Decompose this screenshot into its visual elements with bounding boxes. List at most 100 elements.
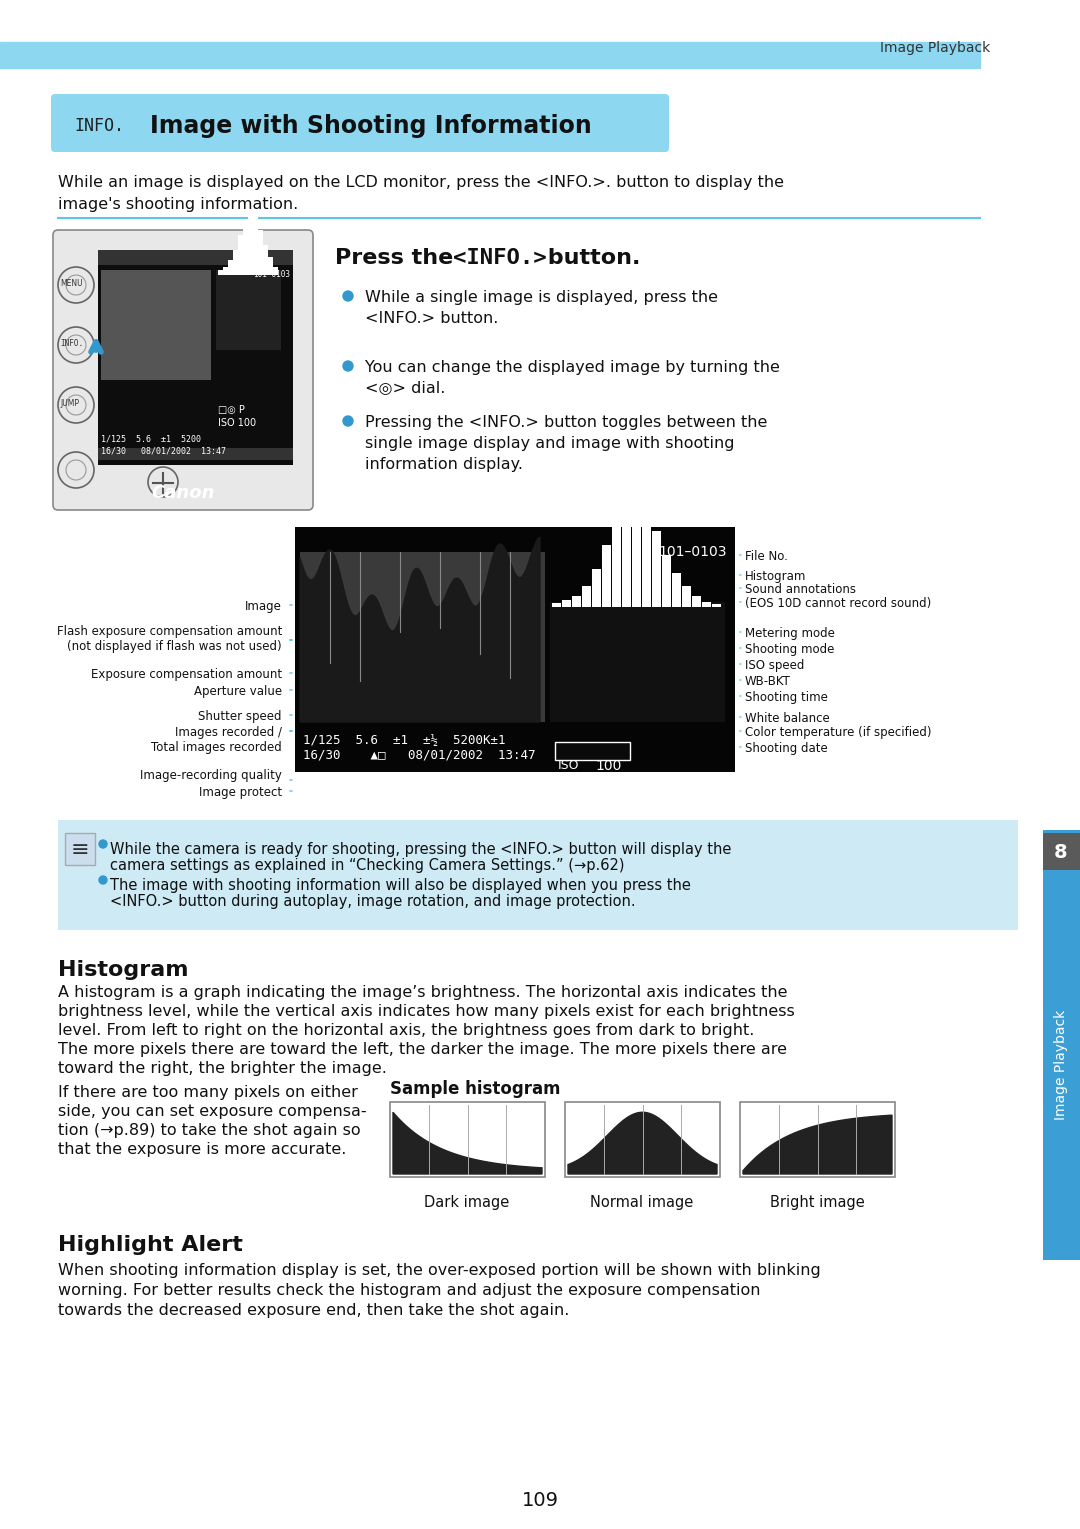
Text: The image with shooting information will also be displayed when you press the: The image with shooting information will… xyxy=(110,878,691,893)
Text: tion (→p.89) to take the shot again so: tion (→p.89) to take the shot again so xyxy=(58,1122,361,1138)
Text: Histogram: Histogram xyxy=(745,570,807,583)
Text: JUMP: JUMP xyxy=(60,399,79,408)
Bar xyxy=(642,508,651,607)
Text: While the camera is ready for shooting, pressing the <INFO.> button will display: While the camera is ready for shooting, … xyxy=(110,842,731,856)
Text: 109: 109 xyxy=(522,1491,558,1509)
Bar xyxy=(228,260,232,275)
Text: camera settings as explained in “Checking Camera Settings.” (→p.62): camera settings as explained in “Checkin… xyxy=(110,858,624,873)
Text: Aperture value: Aperture value xyxy=(194,685,282,699)
Bar xyxy=(552,602,561,607)
Text: While a single image is displayed, press the: While a single image is displayed, press… xyxy=(365,291,718,304)
Bar xyxy=(98,251,293,465)
Bar xyxy=(390,1102,545,1177)
Circle shape xyxy=(343,291,353,301)
Bar xyxy=(258,229,262,275)
Bar xyxy=(273,268,278,275)
Text: ISO speed: ISO speed xyxy=(745,659,805,673)
Text: side, you can set exposure compensa-: side, you can set exposure compensa- xyxy=(58,1104,366,1119)
Text: ISO: ISO xyxy=(558,758,580,772)
Text: Pressing the <INFO.> button toggles between the: Pressing the <INFO.> button toggles betw… xyxy=(365,414,768,430)
Text: toward the right, the brighter the image.: toward the right, the brighter the image… xyxy=(58,1061,387,1076)
Text: brightness level, while the vertical axis indicates how many pixels exist for ea: brightness level, while the vertical axi… xyxy=(58,1005,795,1018)
Text: □◎ P: □◎ P xyxy=(218,405,245,414)
Text: Color temperature (if specified): Color temperature (if specified) xyxy=(745,726,931,739)
Text: Total images recorded: Total images recorded xyxy=(151,742,282,754)
Text: You can change the displayed image by turning the: You can change the displayed image by tu… xyxy=(365,359,780,375)
Text: Metering mode: Metering mode xyxy=(745,627,835,641)
Text: WB-BKT: WB-BKT xyxy=(745,674,791,688)
Bar xyxy=(216,271,281,350)
Circle shape xyxy=(343,416,353,427)
Bar xyxy=(572,596,581,607)
Text: that the exposure is more accurate.: that the exposure is more accurate. xyxy=(58,1142,347,1157)
Circle shape xyxy=(99,876,107,884)
Bar xyxy=(248,209,253,275)
Bar xyxy=(565,1102,720,1177)
Text: <◎> dial.: <◎> dial. xyxy=(365,381,445,396)
Text: ≡: ≡ xyxy=(70,839,90,859)
Bar xyxy=(740,1102,895,1177)
Text: File No.: File No. xyxy=(745,550,788,563)
Bar xyxy=(1043,833,1080,870)
Bar xyxy=(632,497,642,607)
Text: Sound annotations: Sound annotations xyxy=(745,583,856,596)
Text: White balance: White balance xyxy=(745,713,829,725)
Text: Dark image: Dark image xyxy=(424,1196,510,1209)
Text: single image display and image with shooting: single image display and image with shoo… xyxy=(365,436,734,451)
Bar xyxy=(233,251,238,275)
Text: Highlight Alert: Highlight Alert xyxy=(58,1235,243,1255)
Bar xyxy=(652,532,661,607)
Text: Image Playback: Image Playback xyxy=(1054,1009,1068,1121)
Text: Normal image: Normal image xyxy=(591,1196,693,1209)
Text: image's shooting information.: image's shooting information. xyxy=(58,197,298,213)
Text: 101–0103: 101–0103 xyxy=(659,544,727,560)
Text: INFO.: INFO. xyxy=(75,118,124,135)
Bar xyxy=(102,271,211,381)
Text: 1/125  5.6  ±1  ±½  5200K±1: 1/125 5.6 ±1 ±½ 5200K±1 xyxy=(303,734,505,748)
Bar xyxy=(253,216,257,275)
Bar xyxy=(218,271,222,275)
Bar xyxy=(562,599,571,607)
Bar xyxy=(662,555,671,607)
FancyBboxPatch shape xyxy=(53,229,313,511)
Bar xyxy=(243,220,247,275)
Bar xyxy=(98,251,293,265)
Text: Image Playback: Image Playback xyxy=(880,41,990,55)
Text: Shooting date: Shooting date xyxy=(745,742,827,755)
Bar xyxy=(295,528,735,772)
Bar xyxy=(264,245,268,275)
Polygon shape xyxy=(300,537,540,722)
Text: 1/125  5.6  ±1  5200: 1/125 5.6 ±1 5200 xyxy=(102,434,201,443)
Text: P: P xyxy=(615,742,631,761)
Bar xyxy=(555,742,630,760)
Bar xyxy=(681,587,691,607)
Bar xyxy=(622,505,631,607)
Text: Press the: Press the xyxy=(335,248,461,268)
Bar xyxy=(58,820,1018,930)
Text: If there are too many pixels on either: If there are too many pixels on either xyxy=(58,1086,357,1099)
Bar xyxy=(692,596,701,607)
Text: Canon: Canon xyxy=(151,485,215,502)
Text: Shooting mode: Shooting mode xyxy=(745,644,835,656)
Text: level. From left to right on the horizontal axis, the brightness goes from dark : level. From left to right on the horizon… xyxy=(58,1023,754,1038)
Text: The more pixels there are toward the left, the darker the image. The more pixels: The more pixels there are toward the lef… xyxy=(58,1041,787,1057)
Text: Image: Image xyxy=(245,599,282,613)
Text: MENU: MENU xyxy=(60,278,83,287)
Text: □◎ P: □◎ P xyxy=(561,742,609,760)
Bar xyxy=(65,833,95,865)
FancyBboxPatch shape xyxy=(51,93,669,151)
Bar xyxy=(612,524,621,607)
Text: 8: 8 xyxy=(1054,842,1068,861)
Text: worning. For better results check the histogram and adjust the exposure compensa: worning. For better results check the hi… xyxy=(58,1283,760,1298)
Bar xyxy=(268,257,272,275)
Text: information display.: information display. xyxy=(365,457,523,472)
Text: 16/30   08/01/2002  13:47: 16/30 08/01/2002 13:47 xyxy=(102,446,226,456)
Text: button.: button. xyxy=(540,248,640,268)
Bar xyxy=(592,569,600,607)
Text: Bright image: Bright image xyxy=(770,1196,864,1209)
Text: Shooting time: Shooting time xyxy=(745,691,828,703)
Text: <INFO.>: <INFO.> xyxy=(453,248,546,268)
Bar xyxy=(672,573,681,607)
Text: Image-recording quality: Image-recording quality xyxy=(140,769,282,781)
Bar xyxy=(222,268,228,275)
